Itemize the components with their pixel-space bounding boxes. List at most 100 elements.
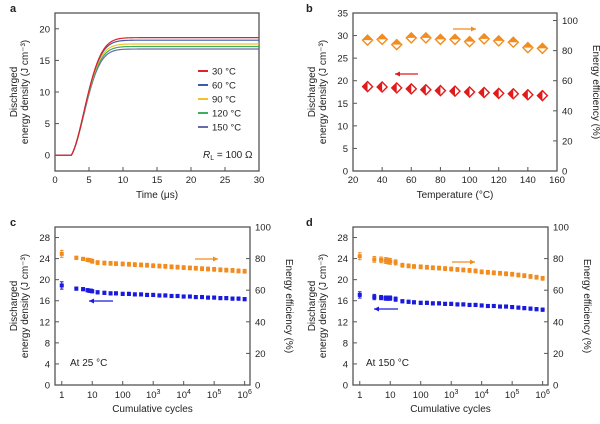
efficiency-point	[59, 249, 64, 258]
diamond-fill-half	[450, 34, 460, 40]
panel-label: d	[306, 217, 313, 229]
y-tick-label: 0	[45, 151, 50, 162]
panel-label: b	[306, 3, 313, 15]
square-marker	[200, 295, 205, 300]
legend-label: 150 °C	[212, 123, 241, 134]
left-axis-arrow-head	[89, 298, 94, 304]
square-marker	[510, 305, 515, 310]
energy-density-point	[108, 291, 113, 296]
x-tick-exponent: 6	[248, 389, 252, 396]
energy-density-point	[372, 293, 377, 301]
x-tick-label: 10	[118, 175, 129, 186]
y-tick-label: 30	[337, 31, 348, 42]
y2-tick-label: 20	[553, 349, 564, 360]
square-marker	[132, 262, 137, 267]
energy-density-point	[169, 293, 174, 299]
square-marker	[108, 291, 113, 296]
diamond-fill-half	[450, 86, 455, 97]
square-marker	[418, 300, 423, 305]
diamond-fill-half	[362, 35, 373, 41]
x-tick-base: 10	[474, 390, 485, 401]
diamond-fill-half	[391, 39, 402, 45]
y-axis-label-line1: Discharged	[9, 281, 20, 332]
square-marker	[193, 266, 198, 271]
square-marker	[81, 256, 86, 261]
efficiency-marker	[361, 34, 374, 47]
y-tick-label: 4	[343, 359, 348, 370]
y-tick-label: 8	[45, 338, 50, 349]
y-axis-label: Dischargedenergy density (J cm⁻³)	[9, 254, 31, 358]
square-marker	[59, 283, 64, 288]
energy-density-point	[132, 292, 137, 297]
square-marker	[455, 302, 460, 307]
panel-label: c	[10, 217, 16, 229]
y-tick-label: 24	[39, 254, 50, 265]
efficiency-point	[95, 260, 100, 265]
x-tick-label: 106	[237, 389, 252, 401]
energy-density-point	[473, 302, 478, 308]
energy-density-point	[145, 292, 150, 298]
efficiency-point	[200, 266, 205, 272]
x-tick-label: 140	[520, 175, 536, 186]
plot-frame	[352, 12, 558, 172]
energy-density-point	[102, 290, 107, 295]
efficiency-point	[455, 267, 460, 272]
x-tick-exponent: 3	[157, 389, 161, 396]
efficiency-point	[418, 264, 423, 270]
square-marker	[473, 302, 478, 307]
series-line-30C	[55, 37, 259, 156]
square-marker	[145, 263, 150, 268]
efficiency-point	[437, 265, 442, 271]
x-tick-label: 100	[115, 390, 131, 401]
square-marker	[200, 266, 205, 271]
diamond-fill-half	[493, 35, 504, 41]
x-tick-label: 60	[406, 175, 417, 186]
energy-density-point	[379, 294, 384, 301]
square-marker	[169, 264, 174, 269]
x-axis-label: Cumulative cycles	[410, 404, 491, 415]
annotation-value: = 100 Ω	[214, 150, 253, 161]
efficiency-point	[357, 252, 362, 261]
diamond-fill-half	[479, 33, 490, 39]
y-tick-label: 20	[39, 275, 50, 286]
efficiency-marker	[376, 33, 389, 46]
energy-density-point	[449, 301, 454, 306]
energy-density-marker	[405, 82, 418, 95]
legend-label: 60 °C	[212, 81, 236, 92]
efficiency-point	[467, 268, 472, 273]
efficiency-point	[224, 267, 229, 273]
energy-density-point	[393, 296, 398, 302]
y2-tick-label: 60	[255, 286, 266, 297]
left-axis-arrow-head	[374, 306, 379, 312]
energy-density-point	[218, 296, 223, 301]
y-tick-label: 10	[337, 121, 348, 132]
x-tick-label: 120	[491, 175, 507, 186]
annotation-r: R	[203, 150, 210, 161]
efficiency-point	[74, 255, 79, 260]
y-tick-label: 24	[337, 254, 348, 265]
y2-tick-label: 20	[255, 349, 266, 360]
y-axis-label-line2: energy density (J cm⁻³)	[318, 254, 329, 358]
efficiency-point	[163, 263, 168, 269]
y-axis-label-line1: Discharged	[9, 67, 20, 118]
square-marker	[388, 259, 393, 264]
square-marker	[424, 300, 429, 305]
energy-density-point	[151, 292, 156, 298]
x-tick-label: 103	[444, 389, 459, 401]
square-marker	[181, 294, 186, 299]
y-axis-label-line2: energy density (J cm⁻³)	[20, 254, 31, 358]
square-marker	[522, 273, 527, 278]
energy-density-point	[200, 294, 205, 300]
energy-density-point	[206, 295, 211, 300]
y2-axis-label: Energy efficiency (%)	[590, 45, 600, 139]
square-marker	[151, 263, 156, 268]
y2-tick-label: 100	[255, 223, 271, 234]
energy-density-point	[224, 296, 229, 301]
square-marker	[400, 299, 405, 304]
legend: 30 °C 60 °C 90 °C 120 °C 150 °C	[198, 67, 241, 134]
diamond-fill-half	[522, 42, 533, 48]
diamond-fill-half	[537, 43, 548, 49]
y-tick-label: 4	[45, 359, 50, 370]
